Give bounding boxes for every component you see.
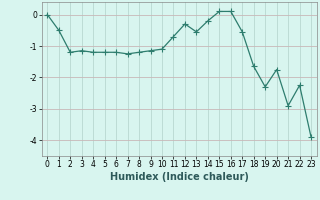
X-axis label: Humidex (Indice chaleur): Humidex (Indice chaleur) bbox=[110, 172, 249, 182]
